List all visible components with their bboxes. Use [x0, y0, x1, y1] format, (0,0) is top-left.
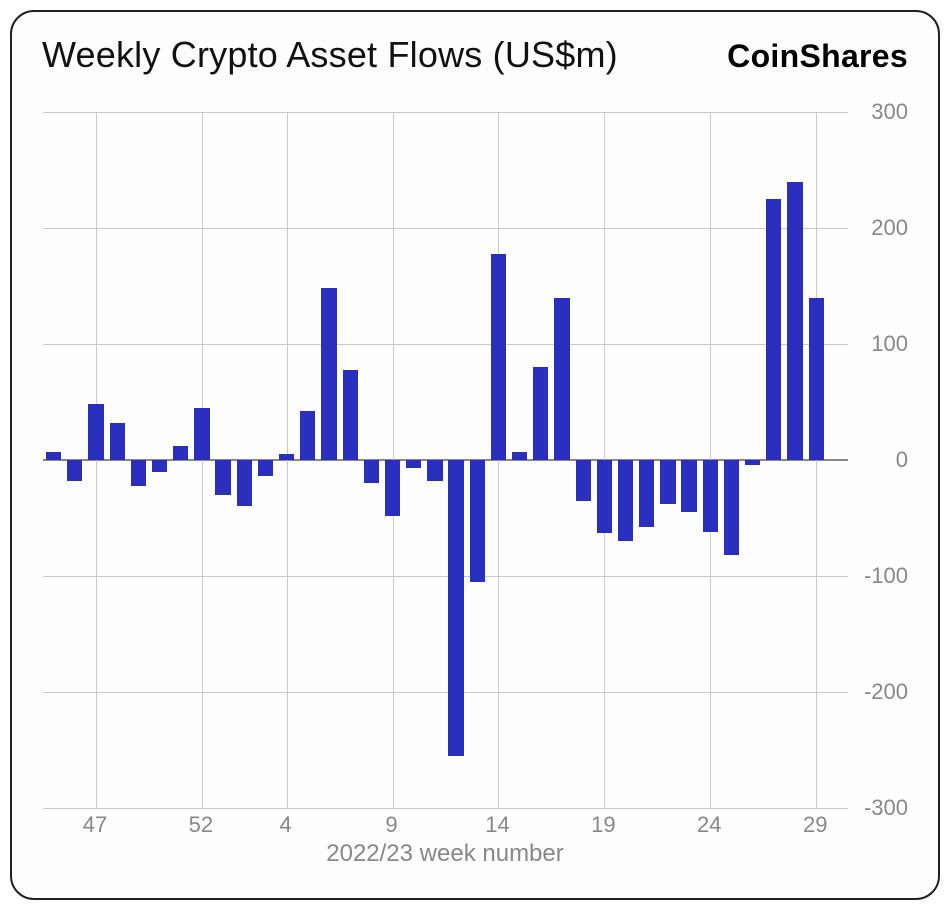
bar — [152, 460, 167, 472]
bar — [470, 460, 485, 582]
y-tick-label: 100 — [854, 331, 908, 357]
bar — [406, 460, 421, 468]
y-tick-label: 300 — [854, 99, 908, 125]
y-tick-label: -100 — [854, 563, 908, 589]
bar — [703, 460, 718, 532]
bar — [110, 423, 125, 460]
x-tick-label: 29 — [803, 812, 827, 838]
x-tick-label: 47 — [83, 812, 107, 838]
bar — [321, 288, 336, 460]
bar — [766, 199, 781, 460]
x-tick-label: 52 — [189, 812, 213, 838]
bar — [427, 460, 442, 481]
bar — [300, 411, 315, 460]
bar — [131, 460, 146, 486]
gridline-vertical — [202, 112, 203, 808]
y-tick-label: -300 — [854, 795, 908, 821]
gridline-horizontal — [43, 344, 848, 345]
chart-card: Weekly Crypto Asset Flows (US$m) CoinSha… — [10, 10, 940, 900]
gridline-vertical — [498, 112, 499, 808]
chart-title: Weekly Crypto Asset Flows (US$m) — [42, 34, 618, 76]
bar — [173, 446, 188, 460]
gridline-horizontal — [43, 228, 848, 229]
brand-logo: CoinShares — [727, 38, 908, 75]
bar — [448, 460, 463, 756]
chart-area: -300 -200 -100 0 100 200 300 47 52 4 9 14 19 24 29 20… — [42, 92, 908, 868]
bar — [194, 408, 209, 460]
bar — [258, 460, 273, 476]
bar — [67, 460, 82, 481]
bar — [46, 452, 61, 460]
bar — [681, 460, 696, 512]
x-tick-label: 19 — [591, 812, 615, 838]
bar — [215, 460, 230, 495]
gridline-horizontal — [43, 692, 848, 693]
bar — [343, 370, 358, 460]
bar — [512, 452, 527, 460]
bar — [554, 298, 569, 460]
plot-region — [42, 112, 848, 808]
gridline-vertical — [96, 112, 97, 808]
gridline-horizontal — [43, 576, 848, 577]
x-tick-label: 14 — [485, 812, 509, 838]
y-tick-label: 200 — [854, 215, 908, 241]
bar — [385, 460, 400, 516]
y-tick-label: -200 — [854, 679, 908, 705]
y-tick-label: 0 — [854, 447, 908, 473]
bar — [745, 460, 760, 465]
bar — [279, 454, 294, 460]
bar — [491, 254, 506, 460]
gridline-vertical — [816, 112, 817, 808]
x-tick-label: 24 — [697, 812, 721, 838]
header: Weekly Crypto Asset Flows (US$m) CoinSha… — [12, 12, 938, 84]
bar — [88, 404, 103, 460]
gridline-horizontal — [43, 112, 848, 113]
x-tick-label: 4 — [279, 812, 291, 838]
bar — [787, 182, 802, 460]
bar — [237, 460, 252, 506]
x-axis-title: 2022/23 week number — [42, 840, 848, 868]
bar — [597, 460, 612, 533]
bar — [639, 460, 654, 527]
bar — [533, 367, 548, 460]
bar — [364, 460, 379, 483]
bar — [660, 460, 675, 504]
x-tick-label: 9 — [385, 812, 397, 838]
gridline-horizontal — [43, 808, 848, 809]
gridline-vertical — [287, 112, 288, 808]
bar — [618, 460, 633, 541]
bar — [724, 460, 739, 555]
bar — [809, 298, 824, 460]
bar — [576, 460, 591, 501]
